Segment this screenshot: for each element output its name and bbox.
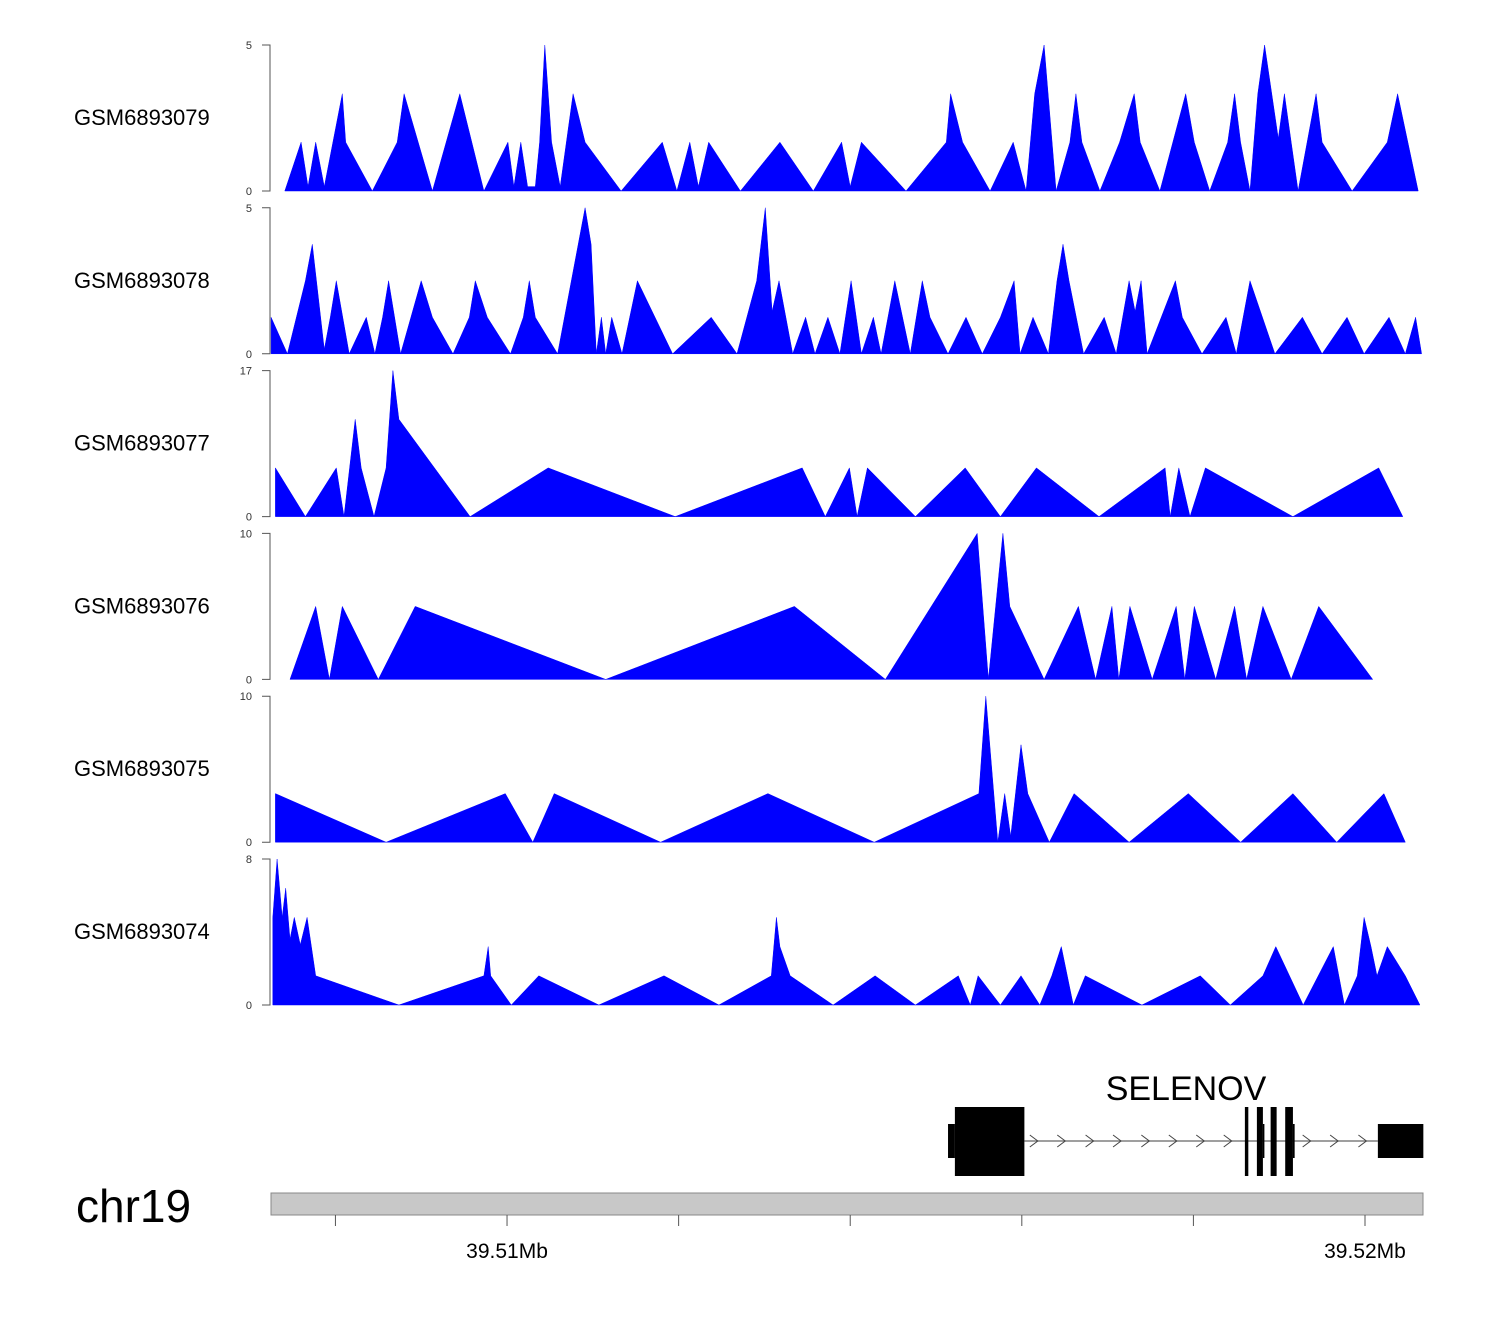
y-axis xyxy=(262,207,271,355)
coverage-area xyxy=(272,858,1421,1006)
strand-arrow-icon xyxy=(1302,1134,1312,1148)
track-label: GSM6893078 xyxy=(74,268,210,293)
track-label: GSM6893074 xyxy=(74,919,210,944)
coverage-tracks: GSM689307905GSM689307805GSM6893077017GSM… xyxy=(74,40,1422,1012)
y-tick-label-min: 0 xyxy=(246,512,252,524)
track-GSM6893079: GSM6893079 0 5 xyxy=(74,40,1419,198)
track-GSM6893074: GSM6893074 0 8 xyxy=(74,854,1421,1012)
utr-exon xyxy=(948,1124,955,1158)
y-axis xyxy=(262,44,271,192)
coding-exon xyxy=(1256,1107,1263,1176)
strand-arrow-icon xyxy=(1223,1134,1233,1148)
y-tick-label-min: 0 xyxy=(246,674,252,686)
track-label: GSM6893079 xyxy=(74,105,210,130)
y-tick-label-min: 0 xyxy=(246,1000,252,1012)
coding-exon xyxy=(1285,1107,1293,1176)
y-tick-label-max: 10 xyxy=(240,691,252,703)
chromosome-ideogram-bar xyxy=(270,1192,1424,1216)
utr-exon xyxy=(1292,1124,1295,1158)
x-tick-label: 39.51Mb xyxy=(466,1240,548,1263)
y-tick-label-max: 5 xyxy=(246,40,252,52)
strand-arrow-icon xyxy=(1141,1134,1151,1148)
coverage-area xyxy=(284,44,1419,192)
strand-arrow-icon xyxy=(1358,1134,1368,1148)
utr-exon xyxy=(1262,1124,1265,1158)
x-tick-label: 39.52Mb xyxy=(1324,1240,1406,1263)
coverage-area xyxy=(270,207,1422,355)
gene-label: SELENOV xyxy=(1106,1070,1267,1108)
track-label: GSM6893076 xyxy=(74,593,210,618)
y-tick-label-max: 17 xyxy=(240,366,252,378)
y-axis xyxy=(262,695,271,843)
y-tick-label-max: 8 xyxy=(246,854,252,866)
coverage-area xyxy=(275,370,1404,518)
y-axis xyxy=(262,370,271,518)
track-GSM6893077: GSM6893077 0 17 xyxy=(74,366,1404,524)
track-GSM6893076: GSM6893076 0 10 xyxy=(74,528,1374,686)
strand-arrow-icon xyxy=(1029,1134,1039,1148)
track-label: GSM6893075 xyxy=(74,756,210,781)
strand-arrow-icon xyxy=(1085,1134,1095,1148)
y-tick-label-min: 0 xyxy=(246,186,252,198)
gene-model-track: SELENOV xyxy=(948,1070,1424,1176)
y-tick-label-max: 10 xyxy=(240,528,252,540)
coverage-area xyxy=(275,696,1406,843)
utr-exon xyxy=(1377,1124,1424,1158)
strand-arrow-icon xyxy=(1056,1134,1067,1148)
track-GSM6893075: GSM6893075 0 10 xyxy=(74,691,1406,849)
strand-arrow-icon xyxy=(1112,1134,1122,1148)
coding-exon xyxy=(1244,1107,1249,1176)
y-tick-label-min: 0 xyxy=(246,349,252,361)
track-label: GSM6893077 xyxy=(74,431,210,456)
y-tick-label-min: 0 xyxy=(246,837,252,849)
strand-arrow-icon xyxy=(1195,1134,1206,1148)
y-axis xyxy=(262,532,271,680)
strand-arrow-icon xyxy=(1168,1134,1178,1148)
y-axis xyxy=(262,858,271,1006)
track-GSM6893078: GSM6893078 0 5 xyxy=(74,203,1422,361)
coding-exon xyxy=(954,1107,1025,1176)
coding-exon xyxy=(1270,1107,1277,1176)
strand-arrow-icon xyxy=(1329,1134,1339,1148)
genome-axis: chr19 39.51Mb 39.52Mb xyxy=(76,1180,1424,1263)
coverage-area xyxy=(289,532,1374,681)
chromosome-label: chr19 xyxy=(76,1180,191,1232)
y-tick-label-max: 5 xyxy=(246,203,252,215)
